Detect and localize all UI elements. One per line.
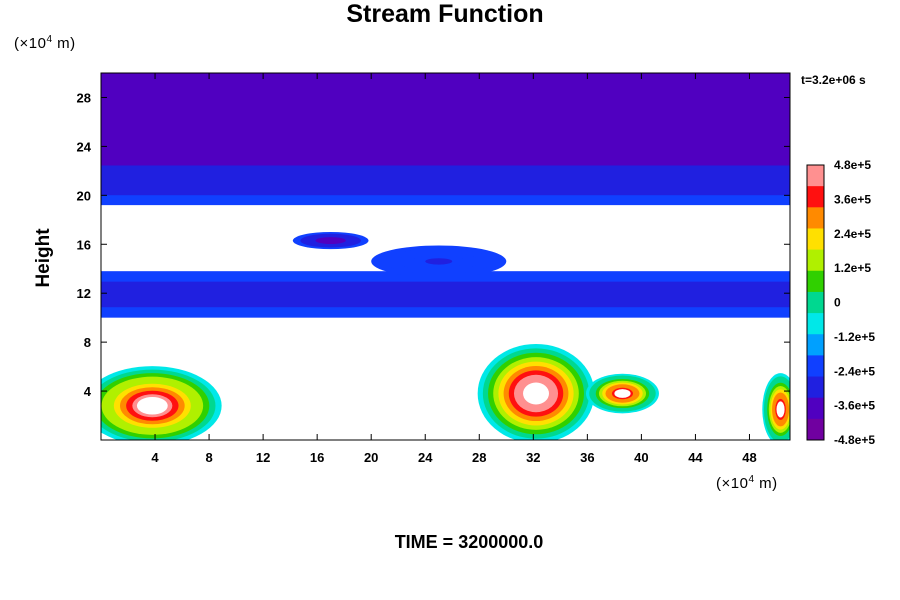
- colorbar-swatch: [807, 355, 824, 378]
- x-tick-label: 24: [418, 450, 433, 465]
- colorbar-swatch: [807, 313, 824, 335]
- field-layer: [101, 73, 790, 440]
- x-tick-label: 48: [742, 450, 756, 465]
- colorbar-tick-label: -2.4e+5: [834, 364, 875, 378]
- y-axis-unit: (×104 m): [14, 34, 76, 52]
- y-tick-label: 16: [77, 237, 91, 252]
- colorbar-swatch: [807, 376, 824, 399]
- colorbar-swatch: [807, 397, 824, 420]
- x-tick-label: 4: [151, 450, 159, 465]
- colorbar-frame: [806, 164, 825, 441]
- colorbar-swatch: [807, 186, 824, 208]
- plot-frame: [100, 72, 791, 441]
- x-tick-label: 20: [364, 450, 378, 465]
- y-tick-label: 20: [77, 188, 91, 203]
- colorbar-tick-label: 1.2e+5: [834, 261, 871, 275]
- x-tick-label: 36: [580, 450, 594, 465]
- time-stamp-label: t=3.2e+06 s: [801, 73, 866, 87]
- vortex-4-core: [136, 396, 168, 415]
- x-tick-label: 32: [526, 450, 540, 465]
- y-tick-label: 4: [84, 384, 92, 399]
- colorbar-tick-label: 2.4e+5: [834, 227, 871, 241]
- colorbar-tick-label: -3.6e+5: [834, 399, 875, 413]
- colorbar-tick-label: 4.8e+5: [834, 158, 871, 172]
- colorbar-swatch: [807, 165, 824, 187]
- x-tick-label: 40: [634, 450, 648, 465]
- x-axis-unit: (×104 m): [716, 474, 778, 492]
- colorbar-tick-label: 3.6e+5: [834, 192, 871, 206]
- y-tick-label: 28: [77, 90, 91, 105]
- vortex-6-core: [614, 389, 631, 398]
- colorbar-tick-label: -1.2e+5: [834, 330, 875, 344]
- colorbar-swatch: [807, 291, 824, 314]
- stream-band-1-ring-5: [101, 288, 790, 301]
- x-tick-label: 16: [310, 450, 324, 465]
- y-tick-label: 8: [84, 335, 91, 350]
- vortex-5-core: [523, 382, 549, 405]
- y-tick-label: 12: [77, 286, 91, 301]
- footer-time-label: TIME = 3200000.0: [394, 532, 544, 552]
- colorbar-swatch: [807, 270, 824, 293]
- stream-blob-3-ring-4: [425, 258, 453, 265]
- x-tick-label: 12: [256, 450, 270, 465]
- colorbar-swatch: [807, 334, 824, 356]
- chart-title: Stream Function: [346, 0, 544, 28]
- colorbar-swatch: [807, 207, 824, 229]
- colorbar-tick-label: 0: [834, 296, 841, 310]
- x-tick-label: 28: [472, 450, 486, 465]
- stream-band-0-ring-5: [101, 73, 790, 156]
- vortex-7-core: [776, 401, 785, 418]
- y-tick-label: 24: [77, 139, 92, 154]
- colorbar-swatch: [807, 249, 824, 272]
- x-tick-label: 8: [205, 450, 212, 465]
- x-tick-label: 44: [688, 450, 703, 465]
- colorbar-swatch: [807, 418, 824, 441]
- colorbar-tick-label: -4.8e+5: [834, 433, 875, 447]
- colorbar-swatch: [807, 228, 824, 251]
- stream-blob-2-ring-4: [323, 238, 339, 243]
